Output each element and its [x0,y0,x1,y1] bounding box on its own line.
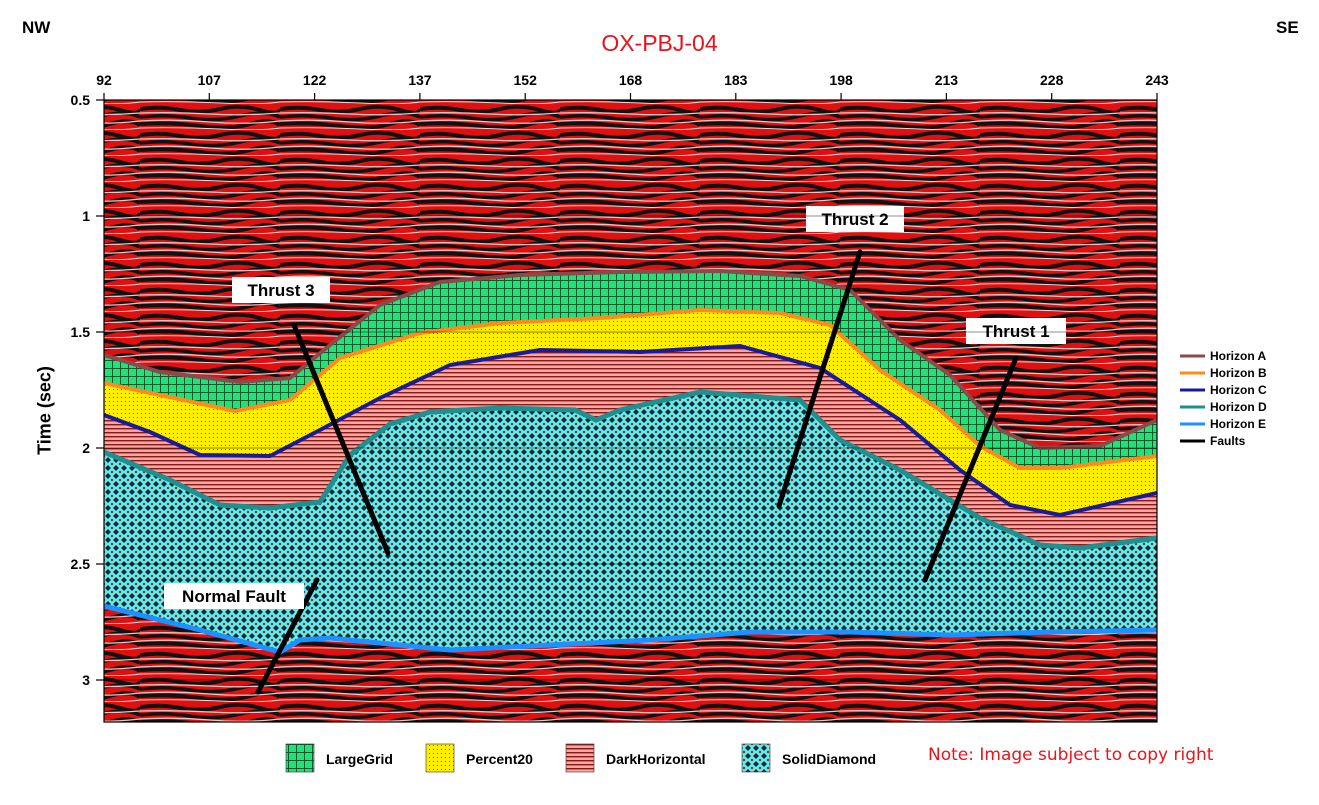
legend-pattern-swatch [565,743,595,773]
horizon-d-line [104,389,1157,551]
y-tick-label: 2.5 [71,556,91,572]
section-title: OX-PBJ-04 [601,30,718,56]
fault-normal [255,577,320,695]
y-tick-label: 3 [82,672,90,688]
horizon-a-line [104,268,1157,451]
legend-pattern-label: SolidDiamond [782,751,876,767]
legend-item-label: Horizon E [1210,417,1266,431]
y-tick-label: 0.5 [71,92,91,108]
y-tick-label: 1 [82,208,90,224]
x-tick-label: 122 [303,72,327,88]
legend-item-label: Faults [1210,434,1246,448]
x-tick-label: 168 [619,72,643,88]
fault-thrust-3 [291,322,391,556]
layer-soliddiamond [104,392,1157,652]
x-tick-label: 183 [724,72,748,88]
label-thrust-2: Thrust 2 [821,210,888,229]
horizon-c-line [104,343,1157,518]
direction-se: SE [1276,18,1299,37]
fault-labels: Thrust 3 Thrust 2 Thrust 1 Normal Fault [164,206,1066,609]
layer-darkhorizontal [104,346,1157,548]
legend-item-label: Horizon B [1210,366,1267,380]
layer-largegrid [104,271,1157,468]
x-tick-label: 198 [829,72,853,88]
legend-item-label: Horizon A [1210,349,1267,363]
legend-pattern-swatch [425,743,455,773]
legend-pattern-swatch [741,743,771,773]
legend-pattern-swatch [285,743,315,773]
legend-pattern-label: Percent20 [466,751,533,767]
y-tick-label: 2 [82,440,90,456]
y-axis-ticks: 0.5 1 1.5 2 2.5 3 [71,92,1157,688]
fault-thrust-1 [922,355,1019,583]
direction-nw: NW [22,18,51,37]
x-tick-label: 228 [1040,72,1064,88]
fault-thrust-2 [776,249,863,509]
legend-pattern-label: LargeGrid [326,751,393,767]
copyright-note: Note: Image subject to copy right [928,745,1214,765]
x-tick-label: 137 [408,72,432,88]
x-tick-label: 243 [1145,72,1169,88]
x-tick-label: 213 [935,72,959,88]
layer-percent20 [104,310,1157,515]
legend-item-label: Horizon D [1210,400,1267,414]
label-normal-fault: Normal Fault [182,587,286,606]
y-tick-label: 1.5 [71,324,91,340]
x-tick-label: 92 [96,72,112,88]
horizon-b-line [104,307,1157,470]
label-thrust-1: Thrust 1 [982,322,1049,341]
seismic-plot-area [103,99,1158,723]
x-tick-label: 152 [514,72,538,88]
x-tick-label: 107 [198,72,222,88]
x-axis-ticks: 92 107 122 137 152 168 183 198 213 228 243 [96,72,1169,100]
legend-pattern-label: DarkHorizontal [606,751,706,767]
pattern-legend: LargeGrid Percent20 DarkHorizontal SolidDia… [285,743,876,773]
label-thrust-3: Thrust 3 [247,281,314,300]
horizon-e-line [104,603,1157,655]
legend-item-label: Horizon C [1210,383,1267,397]
horizon-legend: Horizon A Horizon B Horizon C Horizon D Hori… [1180,349,1267,448]
